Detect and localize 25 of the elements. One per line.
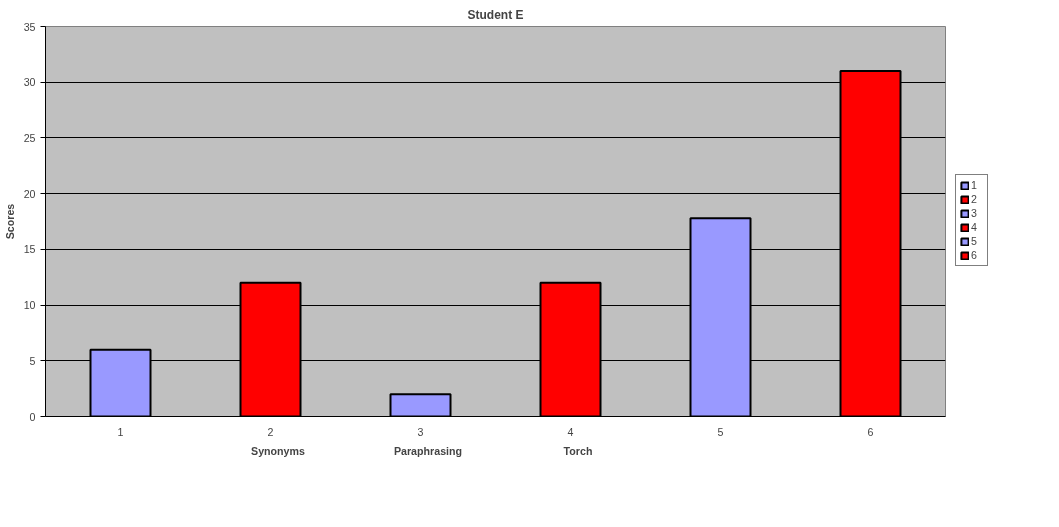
y-tick-label: 25 (23, 131, 36, 144)
y-tick-label: 35 (23, 20, 36, 33)
y-axis-title: Scores (3, 203, 16, 240)
x-tick-label: 4 (567, 425, 574, 438)
x-tick-label: 2 (267, 425, 274, 438)
y-tick-label: 15 (23, 243, 36, 256)
x-tick-label: 6 (867, 425, 874, 438)
y-tick-label: 0 (29, 410, 36, 423)
y-tick-label: 30 (23, 76, 36, 89)
x-tick-label: 3 (417, 425, 424, 438)
legend-label: 1 (971, 179, 978, 191)
legend-label: 3 (971, 207, 978, 219)
legend-label: 6 (971, 249, 978, 261)
x-tick-label: 5 (717, 425, 724, 438)
legend-label: 4 (971, 221, 978, 233)
legend-label: 2 (971, 193, 978, 205)
chart-title: Student E (467, 7, 524, 22)
text: Torch (563, 444, 593, 457)
text: Paraphrasing (393, 444, 463, 457)
text: Synonyms (251, 444, 306, 457)
legend-label: 5 (971, 235, 978, 247)
x-tick-label: 1 (117, 425, 124, 438)
y-tick-label: 20 (23, 187, 36, 200)
y-tick-label: 5 (29, 354, 36, 367)
y-tick-label: 10 (23, 299, 36, 312)
